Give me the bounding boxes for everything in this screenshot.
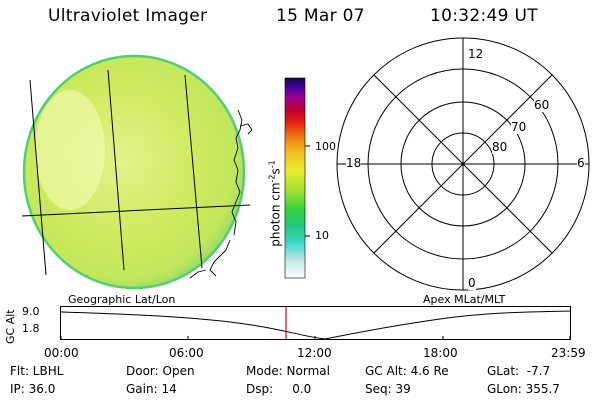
coastline: [189, 109, 253, 279]
time-label: 10:32:49 UT: [430, 6, 538, 26]
seq-status: Seq: 39: [365, 382, 411, 396]
lat-lon-grid: [21, 69, 251, 276]
door-status: Door: Open: [126, 364, 195, 378]
xtick-0600: 06:00: [169, 346, 204, 360]
xtick-2359: 23:59: [551, 346, 586, 360]
dsp-status: Dsp: 0.0: [246, 382, 312, 396]
geographic-title: Geographic Lat/Lon: [68, 293, 176, 306]
xtick-1800: 18:00: [423, 346, 458, 360]
gain-status: Gain: 14: [126, 382, 177, 396]
mlt-label-18: 18: [346, 156, 362, 170]
colorbar: [284, 77, 310, 279]
glat-status: GLat: -7.7: [487, 364, 551, 378]
altitude-plot-frame: [60, 306, 571, 340]
mlat-label-60: 60: [534, 98, 550, 112]
gc-alt-status: GC Alt: 4.6 Re: [365, 364, 449, 378]
polar-mlat-mlt-plot: [336, 37, 590, 291]
glon-status: GLon: 355.7: [487, 382, 560, 396]
date-label: 15 Mar 07: [276, 6, 365, 26]
disk-limb: [22, 54, 246, 290]
mlat-label-80: 80: [492, 140, 508, 154]
instrument-title: Ultraviolet Imager: [48, 6, 208, 26]
mlat-label-70: 70: [511, 120, 527, 134]
mlt-label-0: 0: [468, 276, 476, 290]
ytick-9: 9.0: [22, 305, 40, 318]
diagonal-line-2: [373, 74, 553, 254]
ytick-1-8: 1.8: [22, 322, 40, 335]
filter-status: Flt: LBHL: [10, 364, 64, 378]
mlt-label-12: 12: [468, 47, 484, 61]
altitude-plot: [60, 306, 571, 340]
xtick-0000: 00:00: [44, 346, 79, 360]
xtick-1200: 12:00: [297, 346, 332, 360]
ip-status: IP: 36.0: [10, 382, 56, 396]
uv-disk-image: [21, 54, 253, 290]
colorbar-tick-label-10: 10: [315, 229, 329, 242]
apex-title: Apex MLat/MLT: [423, 293, 506, 306]
colorbar-unit-label: photon cm-2s-1: [267, 160, 283, 247]
colorbar-tick-label-100: 100: [315, 140, 336, 153]
mlt-label-6: 6: [577, 156, 585, 170]
mode-status: Mode: Normal: [246, 364, 330, 378]
gc-alt-axis-label: GC Alt: [4, 309, 17, 344]
altitude-curve: [60, 310, 571, 340]
